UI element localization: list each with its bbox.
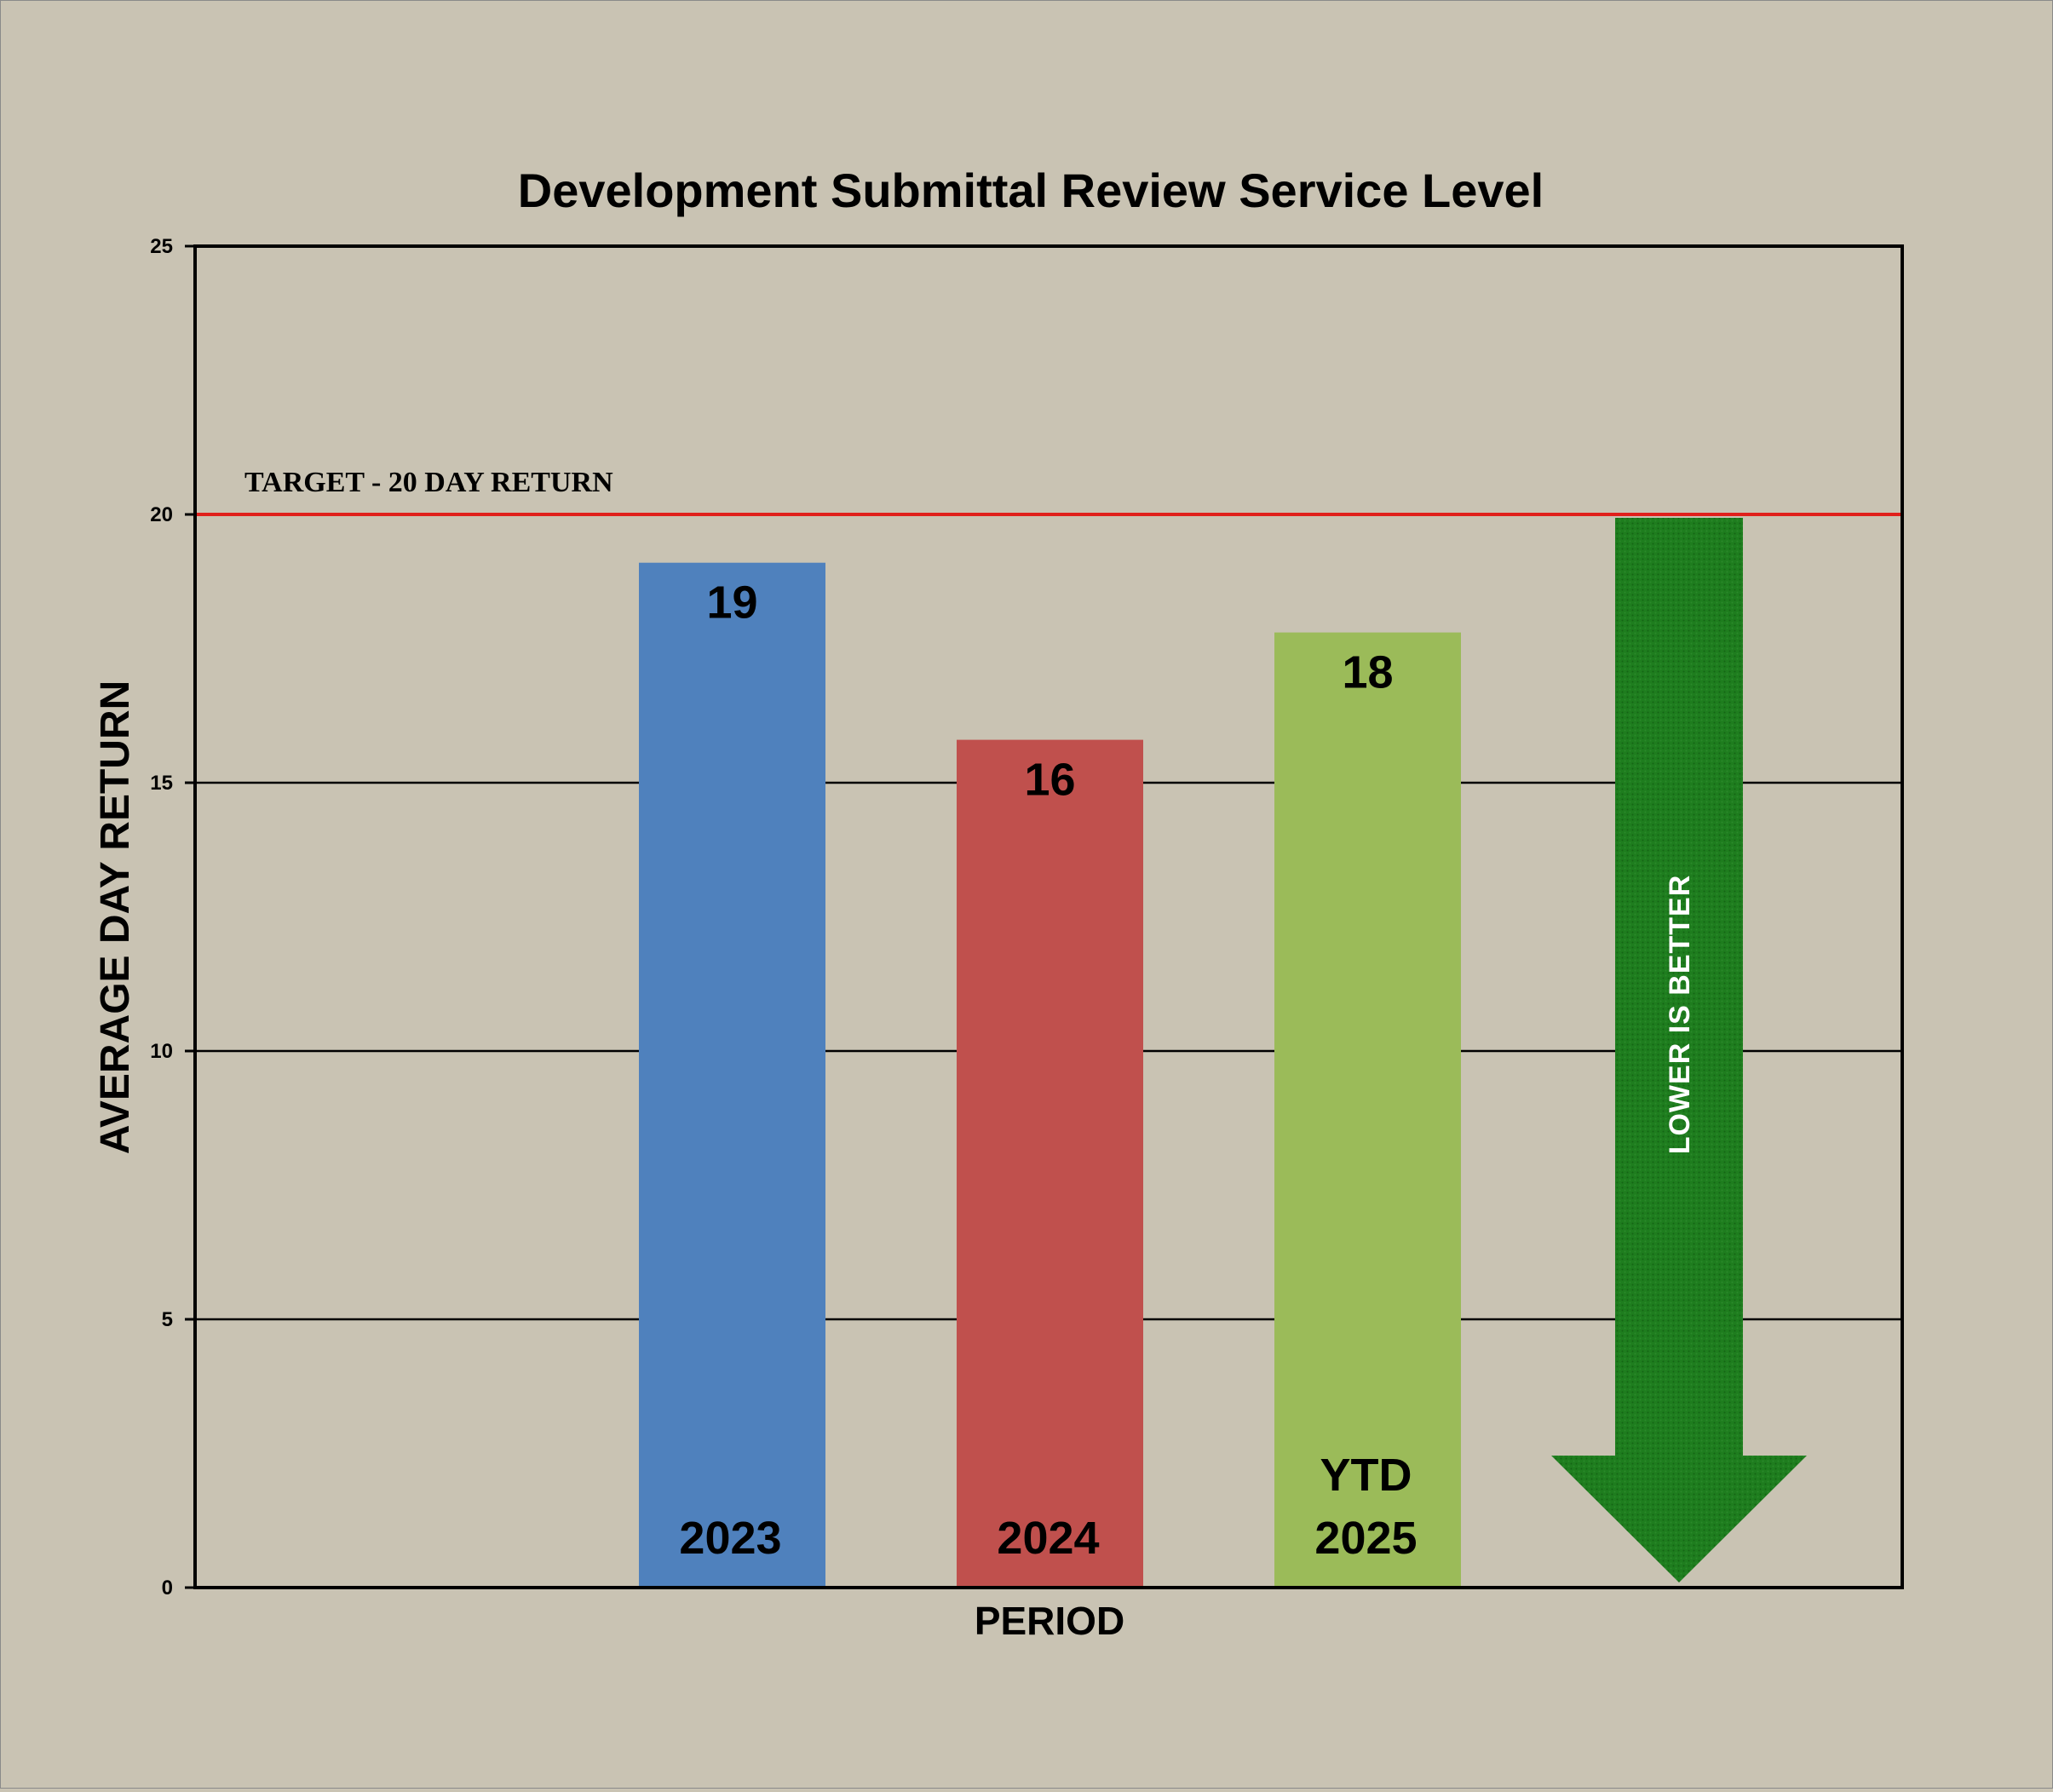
- y-tick-labels: 0 5 10 15 20 25: [150, 235, 195, 1600]
- bar: [639, 562, 825, 1588]
- target-line-group: TARGET - 20 DAY RETURN: [195, 467, 1902, 516]
- bar-data-label: 16: [1024, 755, 1075, 806]
- bar-data-label: 18: [1342, 647, 1393, 698]
- y-tick-label: 15: [150, 772, 173, 795]
- category-label: YTD: [1320, 1450, 1412, 1501]
- y-tick-label: 0: [162, 1577, 173, 1600]
- y-axis-label: AVERAGE DAY RETURN: [93, 681, 138, 1155]
- bar: [957, 739, 1143, 1588]
- y-tick-label: 10: [150, 1040, 173, 1063]
- down-arrow-shape: [1551, 518, 1807, 1582]
- plot-area-border: [193, 244, 1904, 1589]
- chart-title: Development Submittal Review Service Lev…: [518, 164, 1544, 217]
- y-tick-label: 5: [162, 1308, 173, 1331]
- category-label: 2024: [997, 1513, 1099, 1564]
- lower-is-better-label: LOWER IS BETTER: [1664, 875, 1696, 1155]
- bars: 19 2023 16 2024 18 YTD 2025: [639, 562, 1461, 1588]
- category-label: 2023: [679, 1513, 781, 1564]
- y-tick-label: 20: [150, 503, 173, 526]
- target-label: TARGET - 20 DAY RETURN: [244, 467, 613, 498]
- y-tick-label: 25: [150, 235, 173, 258]
- bar-data-label: 19: [706, 577, 757, 629]
- x-axis-label: PERIOD: [975, 1599, 1124, 1643]
- bar: [1274, 632, 1461, 1588]
- lower-is-better-arrow: LOWER IS BETTER: [1551, 518, 1807, 1582]
- category-label: 2025: [1314, 1513, 1417, 1564]
